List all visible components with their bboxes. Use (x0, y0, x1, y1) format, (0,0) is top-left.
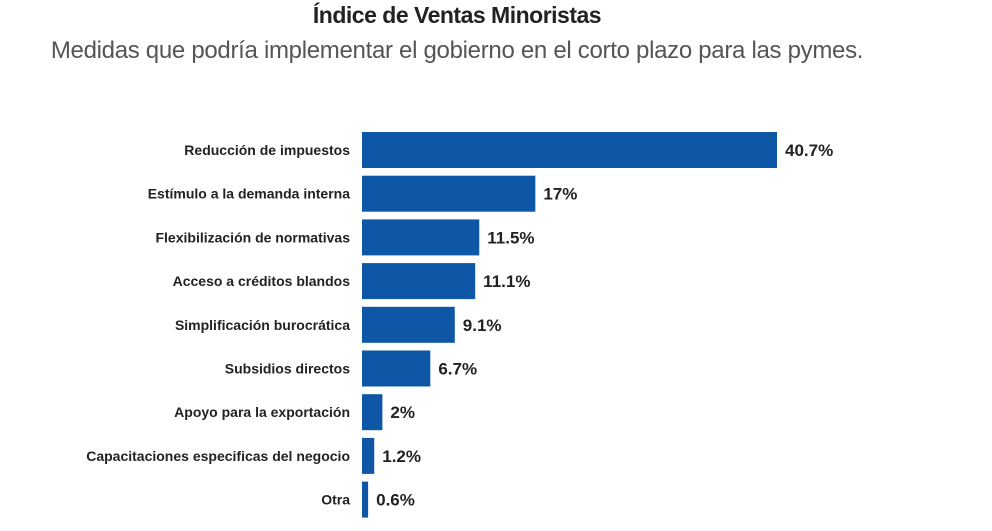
value-label: 11.5% (487, 228, 534, 247)
value-label: 40.7% (785, 141, 833, 160)
category-label: Otra (321, 492, 350, 508)
bar (362, 481, 369, 518)
bar (362, 394, 383, 431)
category-label: Reducción de impuestos (184, 142, 350, 158)
bar (362, 263, 476, 300)
bar (362, 132, 777, 168)
category-label: Capacitaciones especificas del negocio (86, 448, 350, 464)
value-label: 11.1% (483, 272, 530, 291)
chart-subtitle: Medidas que podría implementar el gobier… (50, 37, 864, 64)
value-label: 2% (390, 403, 415, 422)
category-label: Apoyo para la exportación (174, 404, 350, 420)
value-label: 9.1% (463, 316, 502, 335)
bar (362, 350, 431, 387)
category-label: Acceso a créditos blandos (173, 273, 351, 289)
category-label: Flexibilización de normativas (155, 229, 350, 245)
category-label: Simplificación burocrática (175, 317, 350, 333)
category-label: Subsidios directos (225, 361, 350, 377)
value-label: 1.2% (382, 447, 421, 466)
chart-title: Índice de Ventas Minoristas (312, 2, 602, 28)
bar (362, 306, 455, 343)
bar (362, 175, 536, 212)
value-label: 6.7% (438, 360, 477, 379)
category-label: Estímulo a la demanda interna (148, 186, 350, 202)
bar (362, 219, 480, 256)
bar (362, 437, 375, 474)
value-label: 17% (543, 185, 577, 204)
value-label: 0.6% (376, 491, 415, 510)
